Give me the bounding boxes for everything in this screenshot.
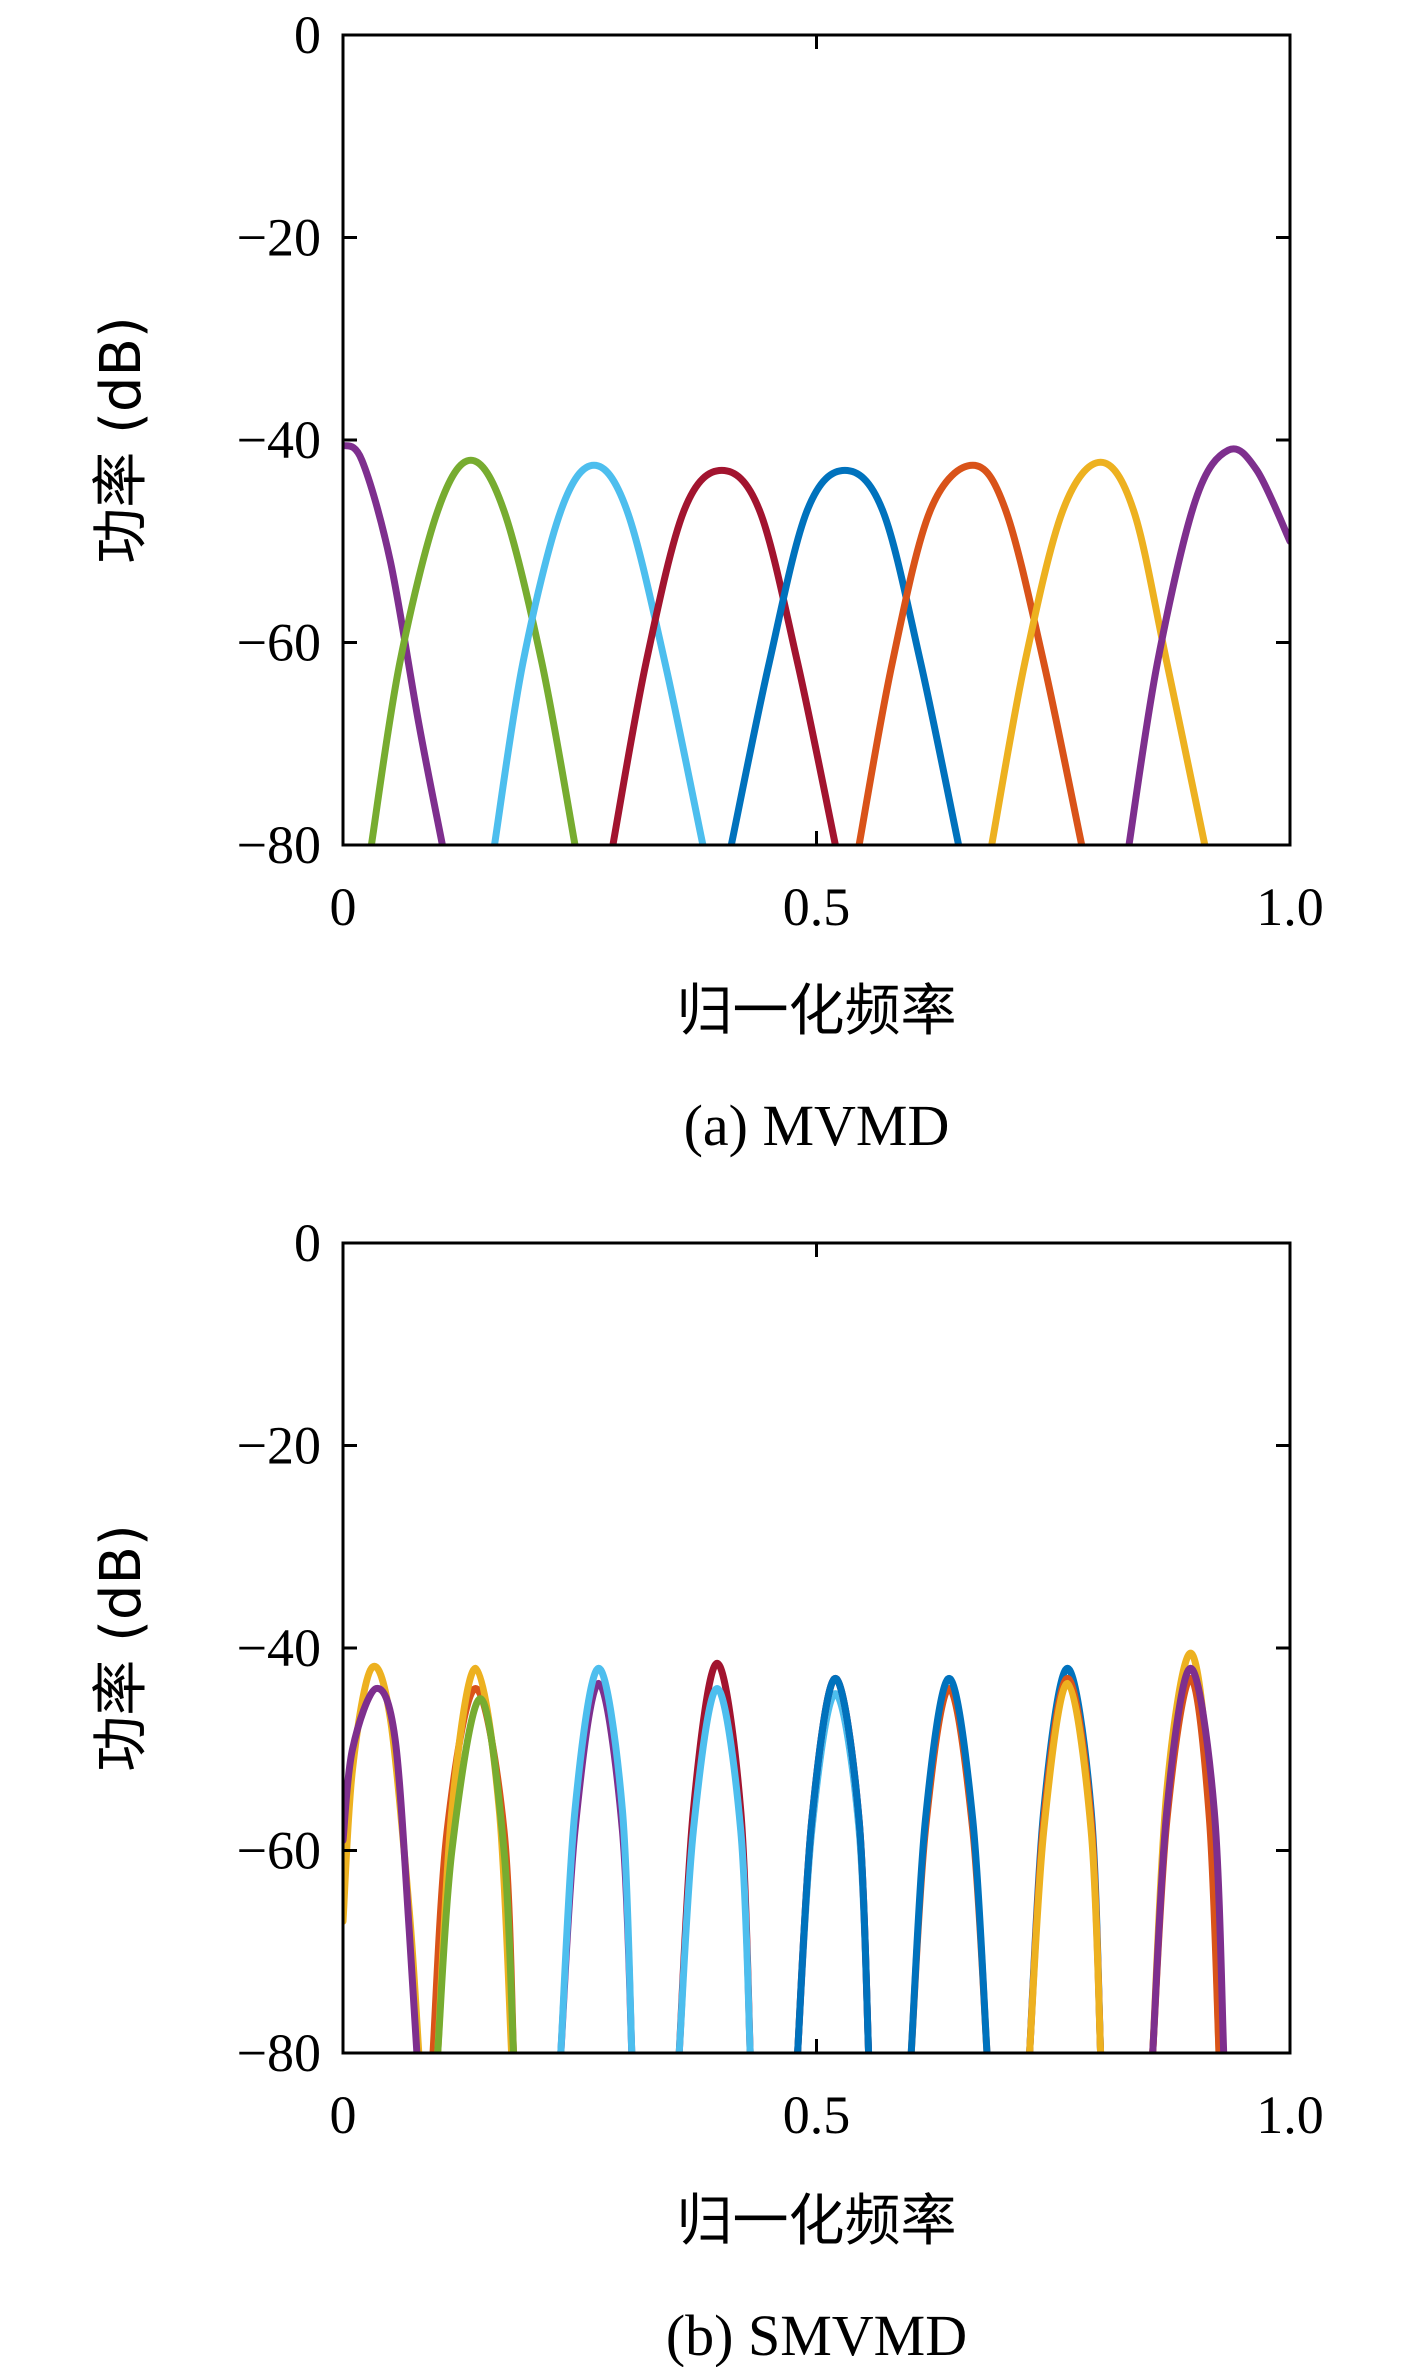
curves-mvmd [343, 441, 1290, 845]
series-line-smvmd-5 [434, 1695, 517, 2053]
y-tick-label: −60 [237, 1821, 321, 1881]
x-tick-label: 1.0 [1256, 2085, 1324, 2145]
series-line-mvmd-4 [609, 466, 839, 845]
panel-smvmd: 0 0.5 1.0 0 −20 −40 −60 −80 归一化频率 功率 (dB) (b) … [89, 1213, 1324, 2367]
series-line-smvmd-17 [1026, 1679, 1105, 2053]
x-axis-label-mvmd: 归一化频率 [677, 979, 957, 1044]
x-tick-label: 0.5 [783, 2085, 851, 2145]
y-tick-labels-mvmd: 0 −20 −40 −60 −80 [237, 5, 321, 875]
series-line-mvmd-2 [367, 456, 579, 845]
y-tick-label: −40 [237, 1618, 321, 1678]
series-line-smvmd-12 [794, 1674, 873, 2053]
x-tick-labels-mvmd: 0 0.5 1.0 [330, 877, 1324, 937]
series-line-smvmd-9 [675, 1685, 754, 2053]
caption-smvmd: (b) SMVMD [666, 2303, 967, 2367]
y-tick-label: −80 [237, 815, 321, 875]
x-tick-labels-smvmd: 0 0.5 1.0 [330, 2085, 1324, 2145]
series-line-mvmd-5 [727, 466, 963, 845]
x-axis-label-smvmd: 归一化频率 [677, 2189, 957, 2254]
caption-mvmd: (a) MVMD [684, 1093, 950, 1158]
y-tick-label: 0 [294, 1213, 321, 1273]
ticks-smvmd [341, 1241, 1292, 2055]
series-line-mvmd-7 [988, 458, 1209, 845]
y-tick-label: 0 [294, 5, 321, 65]
x-tick-label: 0 [330, 2085, 357, 2145]
series-line-smvmd-14 [907, 1674, 991, 2053]
series-line-mvmd-3 [491, 461, 707, 845]
y-tick-label: −60 [237, 613, 321, 673]
y-tick-label: −20 [237, 208, 321, 268]
y-tick-label: −40 [237, 410, 321, 470]
panel-mvmd: 0 0.5 1.0 0 −20 −40 −60 −80 归一化频率 功率 (dB) (a) … [89, 5, 1324, 1158]
plot-frame-smvmd [341, 1241, 1292, 2055]
curves-smvmd [343, 1649, 1228, 2053]
y-axis-label-mvmd: 功率 (dB) [89, 316, 154, 563]
series-line-mvmd-8 [1125, 445, 1290, 845]
x-tick-label: 0 [330, 877, 357, 937]
series-line-smvmd-7 [557, 1664, 636, 2053]
y-tick-labels-smvmd: 0 −20 −40 −60 −80 [237, 1213, 321, 2083]
y-axis-label-smvmd: 功率 (dB) [89, 1524, 154, 1771]
x-tick-label: 1.0 [1256, 877, 1324, 937]
y-tick-label: −80 [237, 2023, 321, 2083]
series-line-mvmd-1 [343, 441, 446, 845]
x-tick-label: 0.5 [783, 877, 851, 937]
series-line-mvmd-6 [855, 461, 1086, 845]
ticks-mvmd [341, 33, 1292, 847]
y-tick-label: −20 [237, 1416, 321, 1476]
series-line-smvmd-2 [343, 1684, 421, 2053]
series-line-smvmd-20 [1149, 1664, 1228, 2053]
